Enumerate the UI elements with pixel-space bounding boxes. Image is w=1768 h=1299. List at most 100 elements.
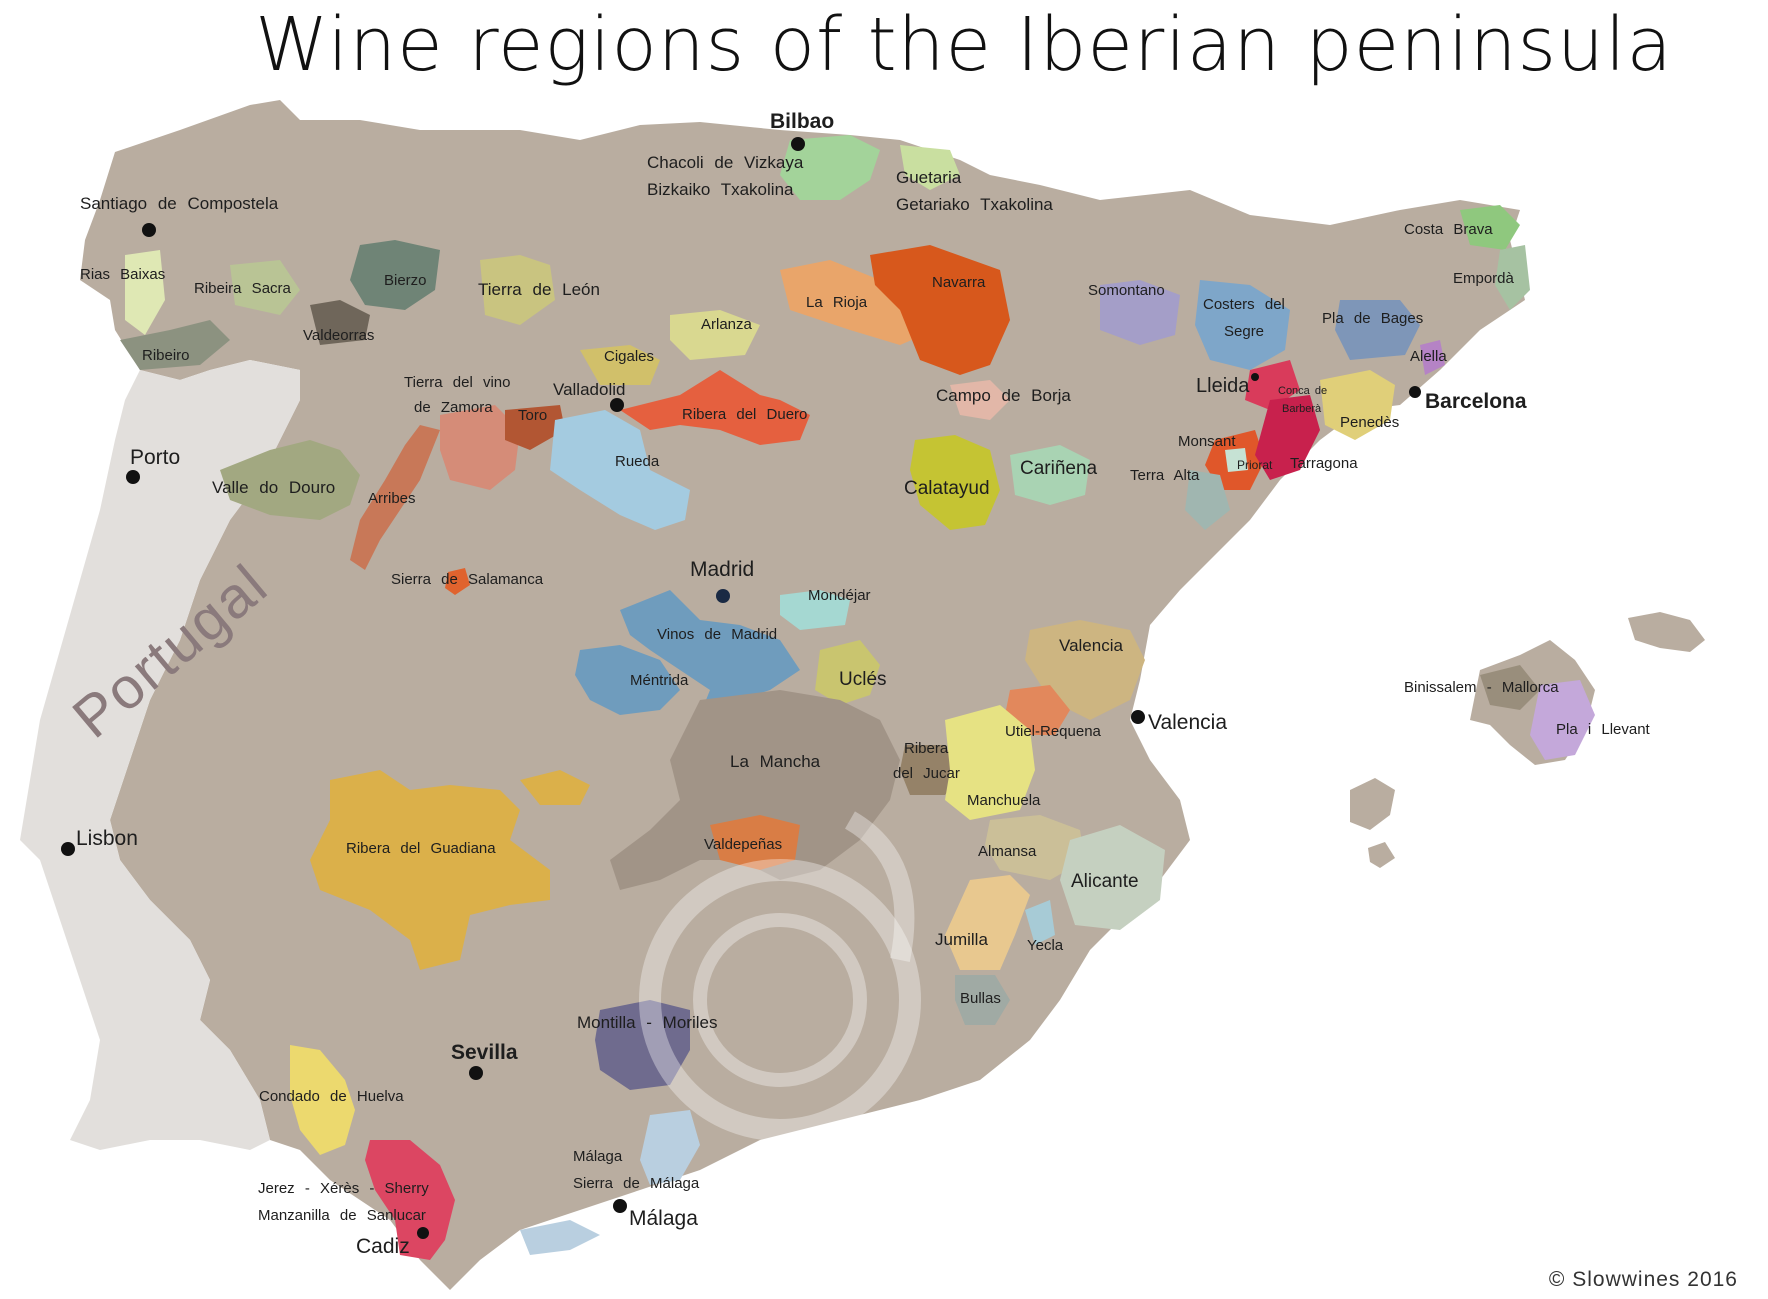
region-label-jerez-1: Jerez - Xérès - Sherry [258, 1180, 429, 1197]
city-dots [61, 137, 1421, 1239]
city-label-sevilla: Sevilla [451, 1041, 518, 1064]
region-label-jumilla: Jumilla [935, 930, 988, 949]
region-label-tierra-vino-1: Tierra del vino [404, 374, 511, 391]
region-label-ribera-jucar-1: Ribera [904, 740, 949, 757]
region-label-guetaria-2: Getariako Txakolina [896, 195, 1053, 214]
region-label-conca-2: Barberà [1282, 403, 1322, 415]
region-label-manchuela: Manchuela [967, 792, 1041, 809]
region-shape-binissalem [1480, 665, 1540, 710]
ibiza [1350, 778, 1395, 830]
city-dot-porto [126, 470, 140, 484]
region-shape-ribeira-sacra [230, 260, 300, 315]
region-label-rueda: Rueda [615, 453, 660, 470]
region-label-ucles: Uclés [839, 669, 887, 690]
region-shape-pla-llevant [1530, 680, 1595, 760]
region-shape-cigales [580, 345, 660, 385]
region-label-mentrida: Méntrida [630, 672, 689, 689]
region-label-valdepenas: Valdepeñas [704, 836, 783, 853]
region-label-costers-1: Costers del [1203, 296, 1285, 313]
region-label-costers-2: Segre [1224, 323, 1265, 340]
region-shape-malaga [640, 1110, 700, 1185]
region-label-malaga-1: Málaga [573, 1148, 623, 1165]
city-dot-lisbon [61, 842, 75, 856]
region-label-costa-brava: Costa Brava [1404, 221, 1493, 238]
region-shape-toro [505, 405, 565, 450]
portugal-landmass [20, 360, 300, 1150]
region-shape-bierzo [350, 240, 440, 310]
city-dot-madrid [716, 589, 730, 603]
city-label-barcelona: Barcelona [1425, 390, 1527, 413]
region-shape-vinos-madrid [620, 590, 800, 725]
region-label-carinena: Cariñena [1020, 458, 1098, 479]
region-label-condado: Condado de Huelva [259, 1088, 404, 1105]
city-dot-cadiz [417, 1227, 429, 1239]
city-label-madrid: Madrid [690, 558, 755, 581]
region-shape-campo-borja [950, 380, 1010, 420]
city-dot-lleida [1251, 373, 1259, 381]
region-shape-la-rioja [780, 260, 935, 345]
menorca [1628, 612, 1705, 652]
region-shape-tarragona [1255, 395, 1320, 480]
watermark-swirl [639, 811, 921, 1141]
region-shape-costers [1195, 280, 1290, 370]
region-label-guetaria-1: Guetaria [896, 168, 962, 187]
city-label-cadiz: Cadiz [356, 1235, 410, 1258]
map-title: Wine regions of the Iberian peninsula [255, 2, 1673, 88]
city-label-valencia: Valencia [1148, 711, 1227, 734]
city-label-lisbon: Lisbon [76, 827, 138, 850]
region-label-emporda: Empordà [1453, 270, 1514, 287]
region-label-campo-borja: Campo de Borja [936, 386, 1071, 405]
region-label-monsant: Monsant [1178, 433, 1236, 450]
region-shape-alicante [1060, 825, 1165, 930]
region-label-ribera-duero: Ribera del Duero [682, 406, 808, 423]
region-label-pla-de-bages: Pla de Bages [1322, 310, 1424, 327]
region-shape-tierra-vino [440, 405, 520, 490]
region-shape-condado [290, 1045, 355, 1155]
region-shape-utiel [1005, 685, 1070, 735]
region-shape-chacoli [780, 135, 880, 200]
region-label-binissalem: Binissalem - Mallorca [1404, 679, 1559, 696]
region-label-valdeorras: Valdeorras [303, 327, 375, 344]
formentera [1368, 842, 1395, 868]
city-label-malaga: Málaga [629, 1207, 698, 1230]
region-shape-valdepenas [710, 815, 800, 870]
city-dot-bilbao [791, 137, 805, 151]
region-shape-guetaria [900, 145, 960, 190]
region-shape-yecla [1025, 900, 1055, 945]
city-label-porto: Porto [130, 446, 181, 469]
region-shape-ribeiro [120, 320, 230, 370]
region-shape-arribes [350, 425, 440, 570]
region-label-pla-llevant: Pla i Llevant [1556, 721, 1650, 738]
region-shape-manchuela [945, 705, 1035, 820]
region-label-la-rioja: La Rioja [806, 294, 868, 311]
region-shape-la-mancha [610, 690, 900, 890]
region-label-mondejar: Mondéjar [808, 587, 871, 604]
region-label-navarra: Navarra [932, 274, 986, 291]
region-shape-alella [1420, 340, 1445, 375]
region-label-bullas: Bullas [960, 990, 1001, 1007]
city-label-santiago: Santiago de Compostela [80, 194, 279, 213]
region-shape-conca [1245, 360, 1300, 410]
region-label-tierra-vino-2: de Zamora [414, 399, 493, 416]
region-label-calatayud: Calatayud [904, 478, 990, 499]
region-shape-valdeorras [310, 300, 370, 345]
city-dot-valladolid [610, 398, 624, 412]
region-shape-pla-de-bages [1335, 300, 1420, 360]
city-dot-valencia [1131, 710, 1145, 724]
region-label-conca-1: Conca de [1278, 385, 1328, 397]
region-shape-arlanza [670, 310, 760, 360]
region-shape-terra-alta [1185, 470, 1230, 530]
region-label-tierra-leon: Tierra de León [478, 280, 600, 299]
region-label-priorat: Priorat [1237, 458, 1273, 472]
region-label-ribeira-sacra: Ribeira Sacra [194, 280, 291, 297]
region-label-cigales: Cigales [604, 348, 655, 365]
region-label-malaga-2: Sierra de Málaga [573, 1175, 700, 1192]
region-label-ribera-guadiana: Ribera del Guadiana [346, 840, 496, 857]
region-label-utiel: Utiel-Requena [1005, 723, 1101, 740]
city-label-lleida: Lleida [1196, 375, 1250, 397]
region-shape-malaga-west [520, 1220, 600, 1255]
region-label-toro: Toro [518, 407, 548, 424]
region-label-montilla: Montilla - Moriles [577, 1013, 718, 1032]
region-shape-montilla [595, 1000, 690, 1090]
